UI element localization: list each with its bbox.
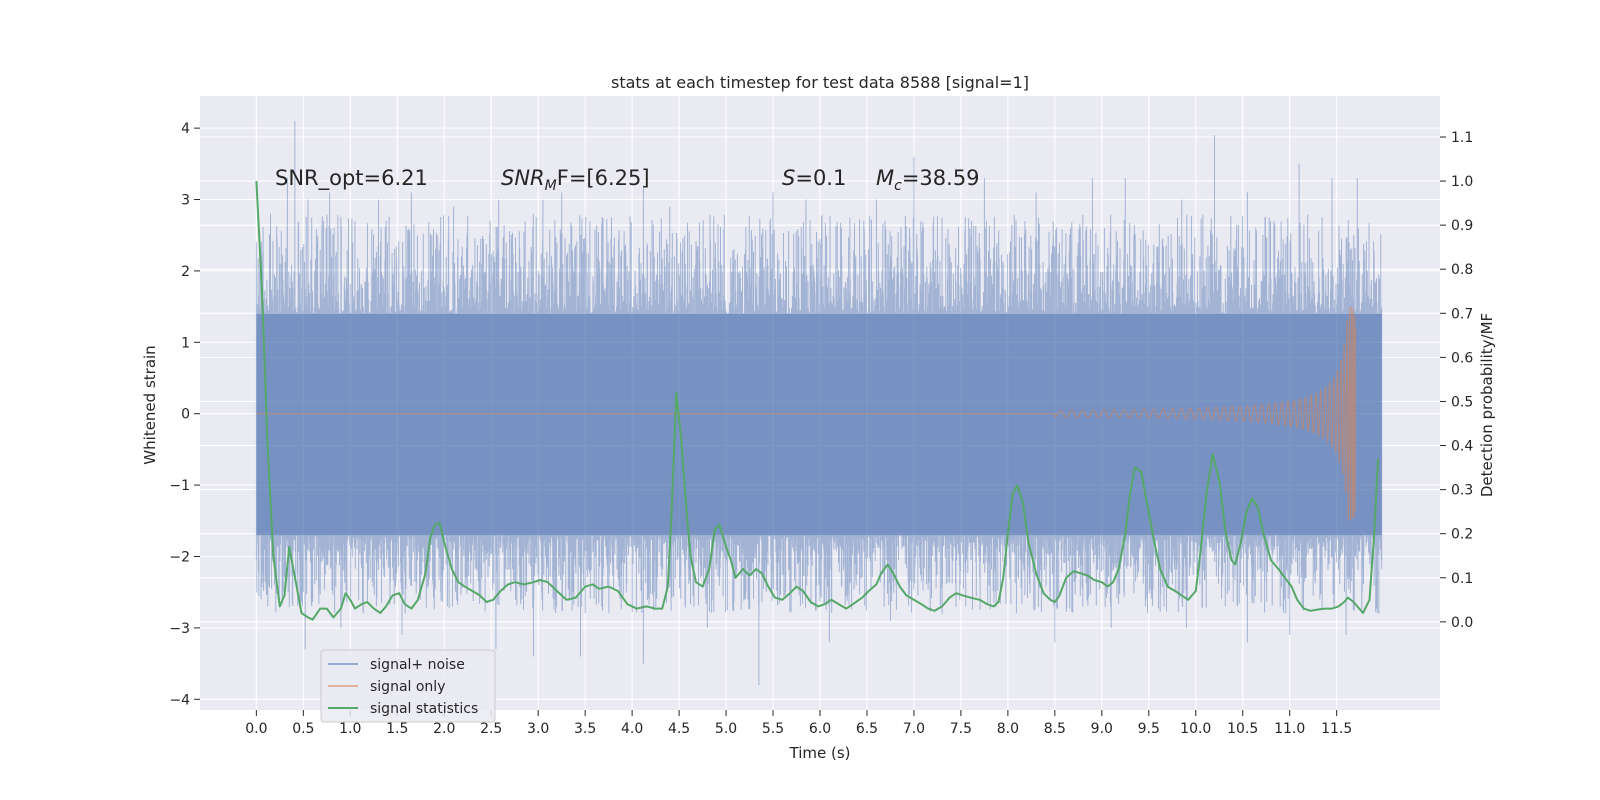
x-tick-label: 6.0 <box>809 721 831 737</box>
x-tick-label: 7.5 <box>950 721 972 737</box>
legend-label-signal-only: signal only <box>370 679 445 695</box>
snr-mf-annotation: SNRMF=[6.25] <box>501 166 650 194</box>
mc-value: =38.59 <box>902 166 980 190</box>
y-right-tick-label: 1.0 <box>1451 174 1473 190</box>
x-tick-label: 1.5 <box>386 721 408 737</box>
y-right-tick-label: 0.4 <box>1451 439 1473 455</box>
y-left-tick-label: −1 <box>169 478 190 494</box>
y-left-tick-label: 1 <box>181 335 190 351</box>
chart-title: stats at each timestep for test data 858… <box>611 73 1029 92</box>
x-tick-label: 5.0 <box>715 721 737 737</box>
snr-mf-symbol: SNR <box>501 166 545 190</box>
y-right-tick-label: 0.1 <box>1451 571 1473 587</box>
x-tick-label: 9.0 <box>1091 721 1113 737</box>
mc-annotation: Mc=38.59 <box>876 166 980 194</box>
y-left-tick-label: 0 <box>181 407 190 423</box>
mc-symbol: M <box>876 166 894 190</box>
y-left-tick-label: −4 <box>169 692 190 708</box>
annotations: SNR_opt=6.21 SNRMF=[6.25] S=0.1 Mc=38.59 <box>275 166 980 194</box>
y-right-tick-label: 0.6 <box>1451 350 1473 366</box>
x-tick-label: 1.0 <box>339 721 361 737</box>
x-tick-label: 3.0 <box>527 721 549 737</box>
x-tick-label: 0.0 <box>245 721 267 737</box>
y-axis-right-label: Detection probability/MF <box>1478 313 1496 497</box>
s-annotation: S=0.1 <box>782 166 846 190</box>
y-axis-left-label: Whitened strain <box>141 345 159 464</box>
s-symbol: S <box>782 166 795 190</box>
y-left-tick-label: −2 <box>169 550 190 566</box>
legend: signal+ noise signal only signal statist… <box>320 649 496 723</box>
x-tick-label: 11.0 <box>1274 721 1305 737</box>
y-left-tick-label: −3 <box>169 621 190 637</box>
snr-opt-annotation: SNR_opt=6.21 <box>275 166 428 191</box>
x-tick-label: 5.5 <box>762 721 784 737</box>
x-tick-label: 6.5 <box>856 721 878 737</box>
legend-label-signal-noise: signal+ noise <box>370 657 465 673</box>
x-tick-label: 2.5 <box>480 721 502 737</box>
signal-noise-line <box>255 121 1383 685</box>
mc-subscript: c <box>894 178 902 194</box>
snr-mf-subscript: M <box>545 178 557 194</box>
y-right-tick-label: 0.7 <box>1451 306 1473 322</box>
noise-dense-band <box>256 313 1382 536</box>
x-tick-label: 4.0 <box>621 721 643 737</box>
signal-statistics-line <box>255 181 1379 621</box>
signal-noise-series <box>255 121 1383 685</box>
x-tick-label: 7.0 <box>903 721 925 737</box>
signal-only-series <box>256 306 1358 521</box>
x-tick-label: 11.5 <box>1321 721 1352 737</box>
y-right-tick-label: 0.9 <box>1451 218 1473 234</box>
y-right-tick-label: 0.5 <box>1451 394 1473 410</box>
x-tick-label: 10.5 <box>1227 721 1258 737</box>
s-value: =0.1 <box>795 166 846 190</box>
y-right-tick-label: 0.0 <box>1451 615 1473 631</box>
x-axis-label: Time (s) <box>789 744 851 762</box>
signal-statistics-series <box>255 181 1379 621</box>
x-tick-label: 10.0 <box>1180 721 1211 737</box>
x-tick-label: 8.0 <box>997 721 1019 737</box>
y-right-tick-label: 0.8 <box>1451 262 1473 278</box>
y-left-tick-label: 3 <box>181 193 190 209</box>
legend-label-signal-statistics: signal statistics <box>370 701 478 717</box>
x-tick-label: 2.0 <box>433 721 455 737</box>
x-tick-label: 3.5 <box>574 721 596 737</box>
y-right-tick-label: 0.3 <box>1451 483 1473 499</box>
x-tick-label: 4.5 <box>668 721 690 737</box>
y-left-tick-label: 4 <box>181 121 190 137</box>
x-tick-label: 8.5 <box>1044 721 1066 737</box>
y-right-tick-label: 0.2 <box>1451 527 1473 543</box>
signal-only-line <box>256 306 1358 521</box>
snr-mf-value: F=[6.25] <box>557 166 650 190</box>
x-tick-label: 0.5 <box>292 721 314 737</box>
y-left-tick-label: 2 <box>181 264 190 280</box>
legend-box <box>320 649 496 723</box>
x-tick-label: 9.5 <box>1138 721 1160 737</box>
y-right-tick-label: 1.1 <box>1451 130 1473 146</box>
axes: 0.0 0.5 1.0 1.5 2.0 2.5 3.0 3.5 4.0 4.5 5.0 5.5 6.0 6… <box>169 121 1473 737</box>
